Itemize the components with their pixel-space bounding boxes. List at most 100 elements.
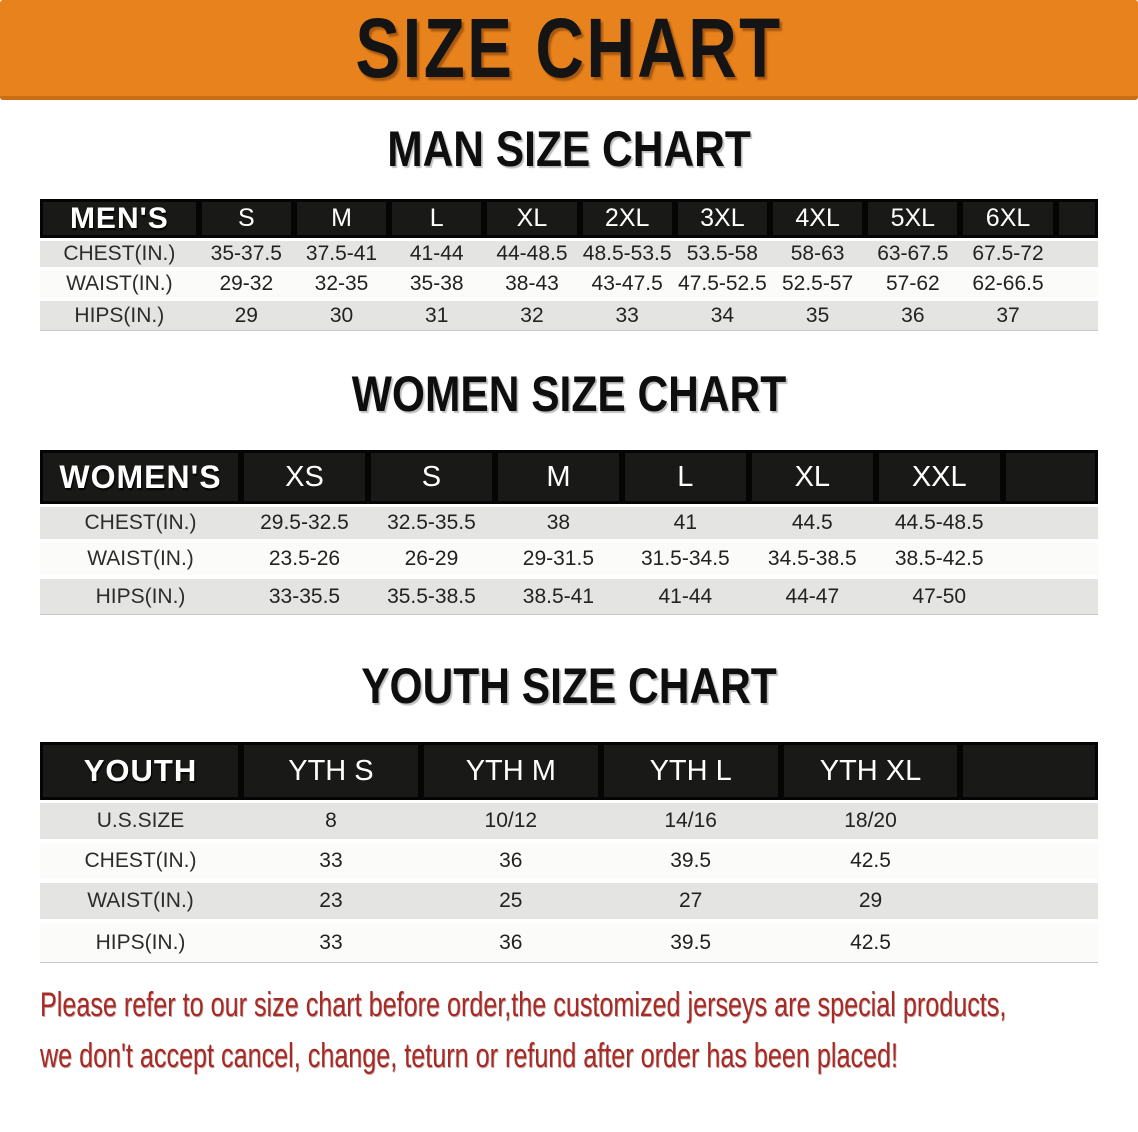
size-column-header: XS	[241, 450, 368, 507]
size-value: 38-43	[484, 271, 580, 301]
size-value: 35.5-38.5	[367, 579, 495, 615]
row-filler	[1002, 543, 1098, 579]
row-label: CHEST(IN.)	[40, 843, 242, 883]
size-column-header: YTH XL	[780, 742, 961, 803]
size-value: 37	[960, 301, 1056, 331]
table-row: CHEST(IN.) 29.5-32.5 32.5-35.5 38 41 44.5 44.5…	[40, 507, 1098, 543]
size-value: 25	[420, 883, 601, 923]
row-filler	[960, 843, 1098, 883]
size-column-header: 4XL	[770, 199, 866, 241]
size-value: 38.5-42.5	[875, 543, 1003, 579]
size-value: 30	[293, 301, 390, 331]
banner-title: SIZE CHART	[355, 1, 783, 95]
disclaimer-line-1: Please refer to our size chart before or…	[40, 986, 1007, 1024]
size-value: 33	[241, 923, 421, 963]
table-group-label: MEN'S	[40, 199, 199, 241]
size-value: 33	[241, 843, 421, 883]
size-value: 42.5	[780, 843, 961, 883]
youth-section-title: YOUTH SIZE CHART	[361, 658, 777, 714]
size-value: 29-32	[198, 271, 294, 301]
row-label: CHEST(IN.)	[40, 241, 199, 271]
size-column-header: M	[293, 199, 390, 241]
header-filler	[1002, 450, 1098, 507]
size-value: 27	[600, 883, 781, 923]
youth-size-chart-section: YOUTH SIZE CHART YOUTH YTH S YTH M YTH L YTH…	[40, 659, 1098, 963]
size-value: 41-44	[621, 579, 749, 615]
disclaimer: Please refer to our size chart before or…	[40, 983, 1138, 1079]
banner: SIZE CHART	[0, 0, 1138, 100]
size-value: 47.5-52.5	[674, 271, 770, 301]
size-column-header: 3XL	[674, 199, 770, 241]
size-value: 8	[241, 803, 421, 843]
size-value: 31	[389, 301, 485, 331]
size-column-header: M	[494, 450, 622, 507]
table-row: WAIST(IN.) 23.5-26 26-29 29-31.5 31.5-34.5 34…	[40, 543, 1098, 579]
size-value: 23	[241, 883, 421, 923]
row-filler	[1055, 271, 1098, 301]
women-size-chart-section: WOMEN SIZE CHART WOMEN'S XS S M L XL XXL CHEST(…	[40, 367, 1098, 615]
men-size-chart-section: MAN SIZE CHART MEN'S S M L XL 2XL 3XL 4XL 5XL 6XL…	[40, 122, 1098, 331]
size-value: 29.5-32.5	[241, 507, 368, 543]
table-row: HIPS(IN.) 29 30 31 32 33 34 35 36 37	[40, 301, 1098, 331]
size-value: 10/12	[420, 803, 601, 843]
size-column-header: L	[389, 199, 485, 241]
size-value: 29	[198, 301, 294, 331]
size-value: 41	[621, 507, 749, 543]
row-label: WAIST(IN.)	[40, 543, 242, 579]
size-value: 32	[484, 301, 580, 331]
size-value: 63-67.5	[865, 241, 961, 271]
size-value: 44.5-48.5	[875, 507, 1003, 543]
size-value: 32.5-35.5	[367, 507, 495, 543]
youth-size-table: YOUTH YTH S YTH M YTH L YTH XL U.S.SIZE 8 10/12…	[40, 742, 1098, 963]
size-value: 29	[780, 883, 961, 923]
size-column-header: XL	[484, 199, 580, 241]
size-value: 35-38	[389, 271, 485, 301]
size-value: 67.5-72	[960, 241, 1056, 271]
table-row: U.S.SIZE 8 10/12 14/16 18/20	[40, 803, 1098, 843]
row-filler	[960, 883, 1098, 923]
row-filler	[1002, 579, 1098, 615]
size-value: 58-63	[770, 241, 866, 271]
size-value: 62-66.5	[960, 271, 1056, 301]
table-row: HIPS(IN.) 33-35.5 35.5-38.5 38.5-41 41-44 44-…	[40, 579, 1098, 615]
row-label: WAIST(IN.)	[40, 271, 199, 301]
header-filler	[1055, 199, 1098, 241]
size-column-header: 5XL	[865, 199, 961, 241]
row-label: WAIST(IN.)	[40, 883, 242, 923]
row-label: CHEST(IN.)	[40, 507, 242, 543]
size-column-header: YTH L	[600, 742, 781, 803]
table-group-label: WOMEN'S	[40, 450, 242, 507]
size-column-header: YTH M	[420, 742, 601, 803]
size-value: 48.5-53.5	[579, 241, 675, 271]
size-value: 26-29	[367, 543, 495, 579]
size-chart-page: SIZE CHART MAN SIZE CHART MEN'S S M L XL 2XL 3…	[0, 0, 1138, 1079]
size-value: 38.5-41	[494, 579, 622, 615]
row-label: HIPS(IN.)	[40, 579, 242, 615]
row-label: U.S.SIZE	[40, 803, 242, 843]
size-value: 36	[865, 301, 961, 331]
size-value: 29-31.5	[494, 543, 622, 579]
row-label: HIPS(IN.)	[40, 301, 199, 331]
size-column-header: 6XL	[960, 199, 1056, 241]
size-value: 38	[494, 507, 622, 543]
size-value: 34.5-38.5	[748, 543, 876, 579]
size-value: 14/16	[600, 803, 781, 843]
size-value: 41-44	[389, 241, 485, 271]
header-filler	[960, 742, 1098, 803]
size-value: 52.5-57	[770, 271, 866, 301]
men-size-table: MEN'S S M L XL 2XL 3XL 4XL 5XL 6XL CHEST(IN.) 35-37…	[40, 199, 1098, 331]
size-value: 42.5	[780, 923, 961, 963]
charts-area: MAN SIZE CHART MEN'S S M L XL 2XL 3XL 4XL 5XL 6XL…	[0, 122, 1138, 963]
size-value: 43-47.5	[579, 271, 675, 301]
size-header-row: YOUTH YTH S YTH M YTH L YTH XL	[40, 742, 1098, 803]
table-row: CHEST(IN.) 35-37.5 37.5-41 41-44 44-48.5 48.5…	[40, 241, 1098, 271]
men-section-title: MAN SIZE CHART	[387, 121, 751, 177]
women-section-title: WOMEN SIZE CHART	[351, 366, 787, 422]
size-value: 44-48.5	[484, 241, 580, 271]
size-value: 39.5	[600, 923, 781, 963]
size-value: 57-62	[865, 271, 961, 301]
size-value: 31.5-34.5	[621, 543, 749, 579]
size-value: 53.5-58	[674, 241, 770, 271]
size-value: 35	[770, 301, 866, 331]
disclaimer-line-2: we don't accept cancel, change, teturn o…	[40, 1037, 898, 1075]
